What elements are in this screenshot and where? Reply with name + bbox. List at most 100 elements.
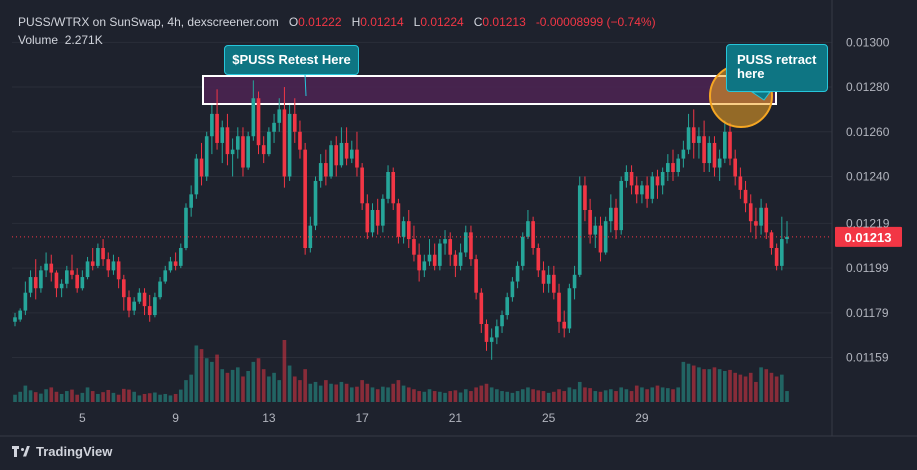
candle-body[interactable] [443,239,447,244]
candle-body[interactable] [396,203,401,237]
candle-body[interactable] [39,270,43,289]
retract-callout[interactable]: PUSS retract here [726,44,828,92]
candle-body[interactable] [272,122,276,132]
candle-body[interactable] [438,243,442,266]
candle-body[interactable] [44,263,48,271]
candle-body[interactable] [505,297,510,316]
candle-body[interactable] [90,261,95,266]
candle-body[interactable] [774,248,779,266]
candle-body[interactable] [541,270,546,284]
candle-body[interactable] [510,281,515,298]
candle-body[interactable] [168,261,173,271]
candle-body[interactable] [246,136,250,168]
candle-body[interactable] [111,261,116,271]
candle-body[interactable] [769,232,774,248]
resistance-zone[interactable] [202,75,777,105]
candle-body[interactable] [624,172,629,181]
candle-body[interactable] [748,203,753,222]
candle-body[interactable] [70,270,74,275]
candle-body[interactable] [780,239,784,266]
candle-body[interactable] [707,142,712,164]
candle-body[interactable] [142,292,147,307]
candle-body[interactable] [308,225,313,248]
candle-body[interactable] [381,198,385,226]
candle-body[interactable] [121,279,126,298]
candle-body[interactable] [147,306,152,316]
candle-body[interactable] [738,176,743,190]
candle-body[interactable] [764,207,769,233]
candle-body[interactable] [463,232,468,253]
candle-body[interactable] [546,274,551,284]
candle-body[interactable] [453,254,458,266]
retest-callout[interactable]: $PUSS Retest Here [224,45,359,75]
candle-body[interactable] [85,261,90,278]
candle-body[interactable] [406,221,411,240]
candle-body[interactable] [681,149,686,159]
candle-body[interactable] [163,270,168,282]
candle-body[interactable] [562,321,567,329]
candle-body[interactable] [18,310,22,320]
candle-body[interactable] [204,136,209,177]
candle-body[interactable] [184,207,188,248]
candle-body[interactable] [448,239,453,255]
candle-body[interactable] [96,248,100,266]
candle-body[interactable] [54,272,59,289]
candle-body[interactable] [660,172,665,186]
candle-body[interactable] [132,301,136,311]
candle-body[interactable] [386,172,390,199]
candle-body[interactable] [614,207,618,231]
candle-body[interactable] [256,98,261,146]
candle-body[interactable] [500,315,504,327]
candle-body[interactable] [267,131,271,155]
candle-body[interactable] [577,185,582,275]
candle-body[interactable] [324,163,328,177]
candle-body[interactable] [370,210,375,233]
candle-body[interactable] [469,232,473,260]
candle-body[interactable] [225,127,230,155]
candle-body[interactable] [329,145,333,177]
candle-body[interactable] [178,248,183,266]
candle-body[interactable] [401,221,406,237]
candle-body[interactable] [298,131,302,150]
candle-body[interactable] [691,127,696,143]
candle-body[interactable] [391,172,396,204]
candle-body[interactable] [583,185,587,210]
candle-body[interactable] [106,259,111,271]
candle-body[interactable] [251,98,256,137]
candle-body[interactable] [572,274,577,289]
candle-body[interactable] [277,109,282,123]
candle-body[interactable] [173,261,178,266]
candle-body[interactable] [759,207,763,226]
candle-body[interactable] [417,254,421,271]
candle-body[interactable] [365,203,370,233]
candle-body[interactable] [567,288,572,329]
candle-body[interactable] [531,221,535,248]
tradingview-logo[interactable]: TradingView [12,444,112,459]
candle-body[interactable] [432,254,437,266]
candle-body[interactable] [422,261,427,271]
candle-body[interactable] [23,292,28,311]
candle-body[interactable] [515,265,520,282]
candle-body[interactable] [754,221,758,226]
candle-body[interactable] [355,149,359,168]
candle-body[interactable] [64,270,69,284]
candle-body[interactable] [557,292,561,322]
candle-body[interactable] [733,158,738,177]
candle-body[interactable] [261,145,266,155]
candle-body[interactable] [495,326,499,338]
candle-body[interactable] [603,221,608,253]
candle-body[interactable] [375,210,380,226]
candle-body[interactable] [609,207,613,222]
candle-body[interactable] [116,261,121,280]
candle-body[interactable] [458,252,463,266]
candle-body[interactable] [101,248,105,260]
candle-body[interactable] [526,221,530,237]
candle-body[interactable] [292,113,297,132]
candle-body[interactable] [127,297,131,311]
candle-body[interactable] [655,176,660,186]
candle-body[interactable] [676,158,681,172]
candle-body[interactable] [717,158,722,168]
candle-body[interactable] [137,292,142,302]
candle-body[interactable] [49,263,54,273]
